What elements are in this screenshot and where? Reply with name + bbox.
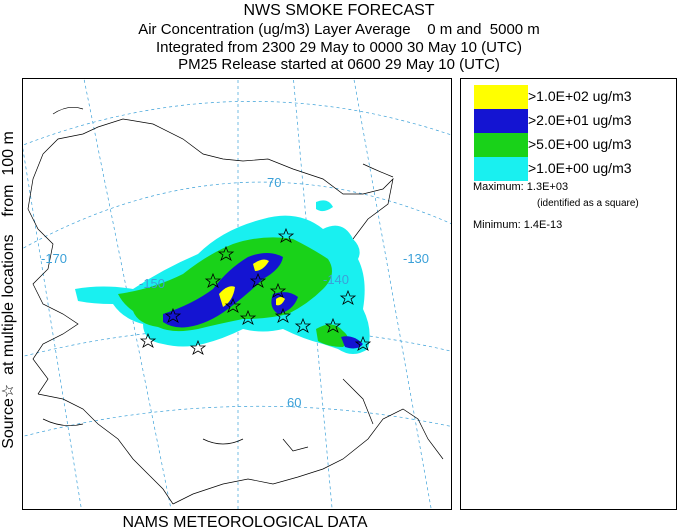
smoke-map-panel: -170 -150 -140 -130 70 60 [22, 78, 452, 510]
source-markers [139, 227, 372, 355]
subtitle-integration-period: Integrated from 2300 29 May to 0000 30 M… [155, 39, 523, 56]
legend-label: >2.0E+01 ug/m3 [528, 112, 632, 128]
subtitle-release-time: PM25 Release started at 0600 29 May 10 (… [178, 56, 500, 73]
lon-label-150: -150 [139, 276, 165, 291]
legend-item: >1.0E+02 ug/m3 [474, 85, 674, 109]
lon-label-130: -130 [403, 251, 429, 266]
legend-item: >5.0E+00 ug/m3 [474, 133, 674, 157]
source-location-label: Source☆ at multiple locations from 100 m [0, 131, 17, 449]
legend-item: >2.0E+01 ug/m3 [474, 109, 674, 133]
maximum-note: (identified as a square) [537, 198, 639, 209]
legend-item: >1.0E+00 ug/m3 [474, 157, 674, 181]
smoke-plume [75, 200, 370, 354]
lon-label-140: -140 [323, 272, 349, 287]
legend-swatch [474, 133, 528, 157]
legend-label: >5.0E+00 ug/m3 [528, 136, 632, 152]
legend-panel: >1.0E+02 ug/m3 >2.0E+01 ug/m3 >5.0E+00 u… [460, 78, 677, 510]
lat-label-70: 70 [267, 175, 281, 190]
legend-label: >1.0E+02 ug/m3 [528, 88, 632, 104]
subtitle-concentration: Air Concentration (ug/m3) Layer Average … [138, 21, 540, 38]
legend-swatch [474, 109, 528, 133]
coastline [27, 107, 444, 505]
lat-label-60: 60 [287, 395, 301, 410]
meteorological-data-label: NAMS METEOROLOGICAL DATA [122, 514, 368, 531]
legend-swatch [474, 85, 528, 109]
maximum-value: Maximum: 1.3E+03 [473, 181, 569, 193]
minimum-value: Minimum: 1.4E-13 [473, 219, 563, 231]
graticule [23, 79, 451, 509]
legend-swatch [474, 157, 528, 181]
map-title: NWS SMOKE FORECAST [243, 2, 435, 19]
smoke-map: -170 -150 -140 -130 70 60 [23, 79, 451, 509]
legend-label: >1.0E+00 ug/m3 [528, 160, 632, 176]
lon-label-170: -170 [41, 251, 67, 266]
